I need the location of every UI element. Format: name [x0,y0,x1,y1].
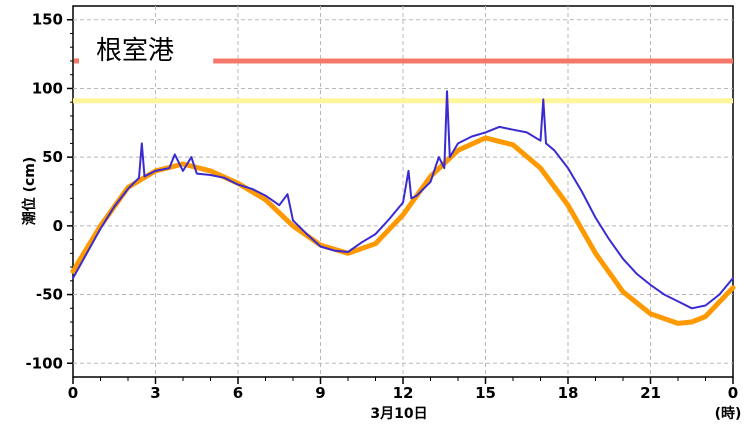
station-label-background [80,24,212,70]
x-tick-label: 18 [558,384,579,402]
x-tick-label: 9 [315,384,325,402]
y-tick-label: -50 [36,286,63,304]
y-tick-label: 0 [53,217,63,235]
x-tick-label: 0 [68,384,78,402]
x-tick-label: 6 [233,384,243,402]
x-tick-label: 12 [393,384,414,402]
x-tick-label: 21 [640,384,661,402]
x-axis-unit-label: (時) [715,405,742,422]
y-tick-label: 100 [32,79,63,97]
x-axis-ticks: 0 3 6 9 12 15 18 21 0 [68,377,738,402]
grid-lines [73,6,733,377]
plot-area: 根室港 [70,5,736,378]
y-tick-label: 150 [32,11,63,29]
station-name: 根室港 [96,36,174,66]
reference-lines [73,58,733,104]
x-tick-label: 15 [475,384,496,402]
x-tick-label: 3 [150,384,160,402]
y-axis-ticks: 150 100 50 0 -50 -100 [25,11,73,372]
series-line-observed [72,90,734,310]
y-tick-label: 50 [42,148,63,166]
series-group [70,90,736,326]
y-axis-label: 潮位 (cm) [21,157,38,226]
y-tick-label: -100 [25,354,63,372]
x-axis-label: 3月10日 [370,406,427,422]
x-tick-label: 0 [728,384,738,402]
